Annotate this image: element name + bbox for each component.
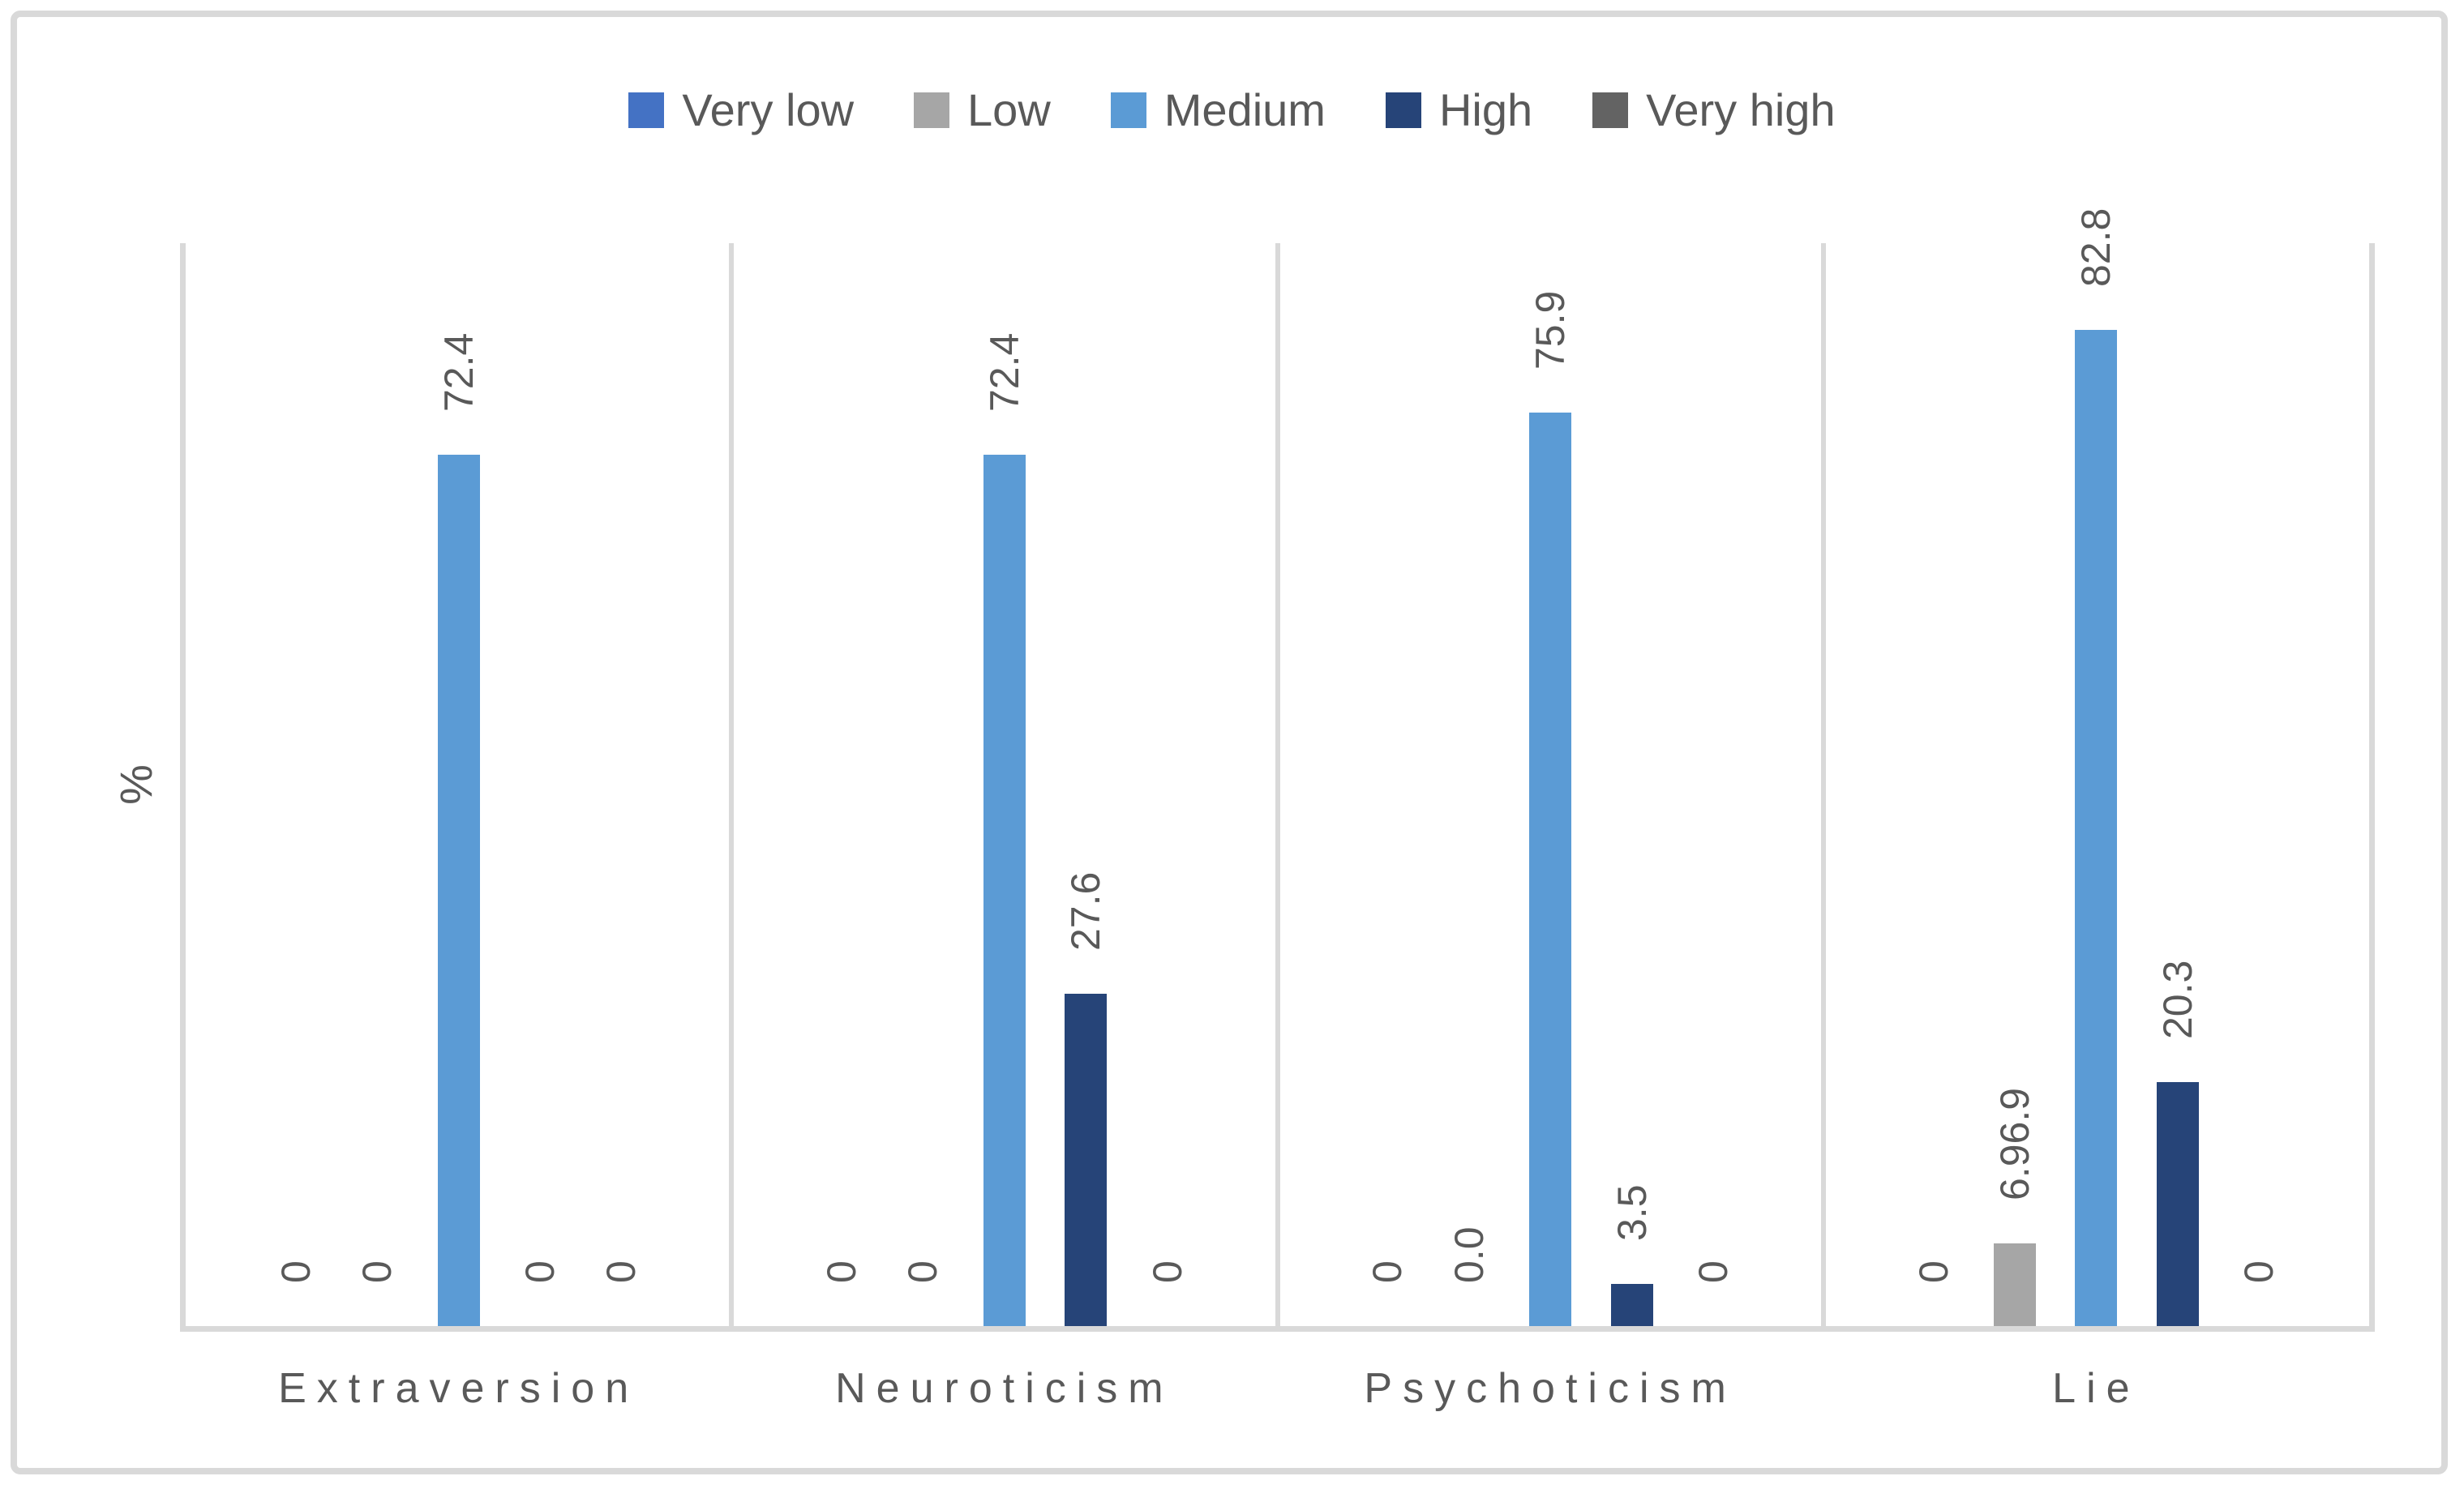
category-separator-line [1820,243,1826,1326]
legend-swatch-high-icon [1385,92,1421,128]
data-label-lie-very-low: 0 [1910,1260,1956,1283]
legend-swatch-very-high-icon [1592,92,1629,128]
bar-neuroticism-high [1065,994,1108,1326]
category-label-neuroticism: Neuroticism [835,1365,1174,1412]
data-label-extraversion-high: 0 [517,1260,564,1283]
category-label-extraversion: Extraversion [278,1365,640,1412]
legend-item-medium: Medium [1110,84,1326,135]
data-label-neuroticism-high: 27.6 [1063,871,1109,952]
data-label-neuroticism-very-low: 0 [819,1260,865,1283]
legend-label-low: Low [967,84,1051,135]
data-label-extraversion-medium: 72.4 [435,332,482,413]
legend: Very low Low Medium High Very high [0,79,2464,141]
data-label-lie-medium: 82.8 [2073,208,2119,287]
category-label-psychoticism: Psychoticism [1364,1365,1737,1412]
data-label-psychoticism-very-low: 0 [1365,1260,1411,1283]
y-axis-title: % [110,764,161,805]
legend-item-high: High [1385,84,1533,135]
bar-lie-high [2156,1081,2199,1326]
legend-label-very-high: Very high [1646,84,1836,135]
bar-neuroticism-medium [983,455,1026,1326]
data-label-extraversion-low: 0 [354,1260,401,1283]
data-label-lie-low: 6.96.9 [1991,1087,2038,1200]
data-label-psychoticism-high: 3.5 [1609,1184,1655,1242]
legend-swatch-low-icon [914,92,950,128]
bar-extraversion-medium [437,455,480,1326]
legend-swatch-medium-icon [1110,92,1146,128]
category-separator-line [729,243,735,1326]
bar-lie-medium [2075,329,2118,1326]
bar-lie-low [1993,1243,2036,1326]
legend-item-very-high: Very high [1592,88,1836,133]
data-label-extraversion-very-low: 0 [272,1260,319,1283]
legend-label-medium: Medium [1163,84,1326,135]
data-label-psychoticism-medium: 75.9 [1528,290,1574,370]
bar-psychoticism-medium [1529,413,1572,1326]
data-label-neuroticism-very-high: 0 [1144,1260,1190,1283]
legend-item-low: Low [914,88,1051,133]
y-axis-line [180,243,186,1332]
data-label-lie-high: 20.3 [2154,960,2200,1039]
data-label-psychoticism-low: 0.0 [1446,1226,1492,1283]
data-label-psychoticism-very-high: 0 [1690,1260,1736,1283]
legend-item-very-low: Very low [628,88,854,133]
category-label-lie: Lie [2052,1365,2140,1412]
legend-label-high: High [1438,84,1533,135]
figure-border [11,11,2448,1474]
legend-label-very-low: Very low [682,84,855,135]
data-label-extraversion-very-high: 0 [598,1260,645,1283]
bar-psychoticism-high [1610,1284,1653,1326]
data-label-lie-very-high: 0 [2236,1260,2282,1283]
category-separator-line [1275,243,1280,1326]
data-label-neuroticism-medium: 72.4 [981,332,1027,413]
x-axis-line [180,1326,2375,1332]
plot-right-border-line [2369,243,2375,1332]
data-label-neuroticism-low: 0 [900,1260,946,1283]
legend-swatch-very-low-icon [628,92,665,128]
